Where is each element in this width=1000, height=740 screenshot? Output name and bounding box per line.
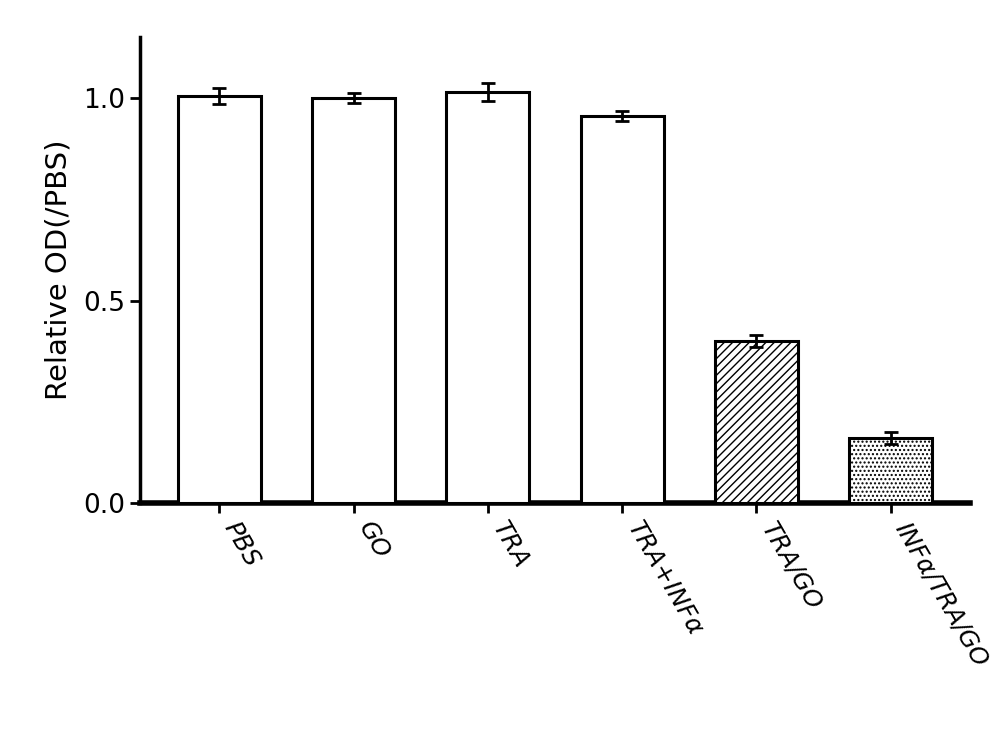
Bar	[581, 116, 664, 503]
Bar	[446, 92, 529, 503]
Bar	[312, 98, 395, 503]
Y-axis label: Relative OD(/PBS): Relative OD(/PBS)	[44, 140, 72, 400]
Bar	[178, 95, 261, 503]
Bar	[849, 438, 932, 503]
Bar	[715, 341, 798, 503]
